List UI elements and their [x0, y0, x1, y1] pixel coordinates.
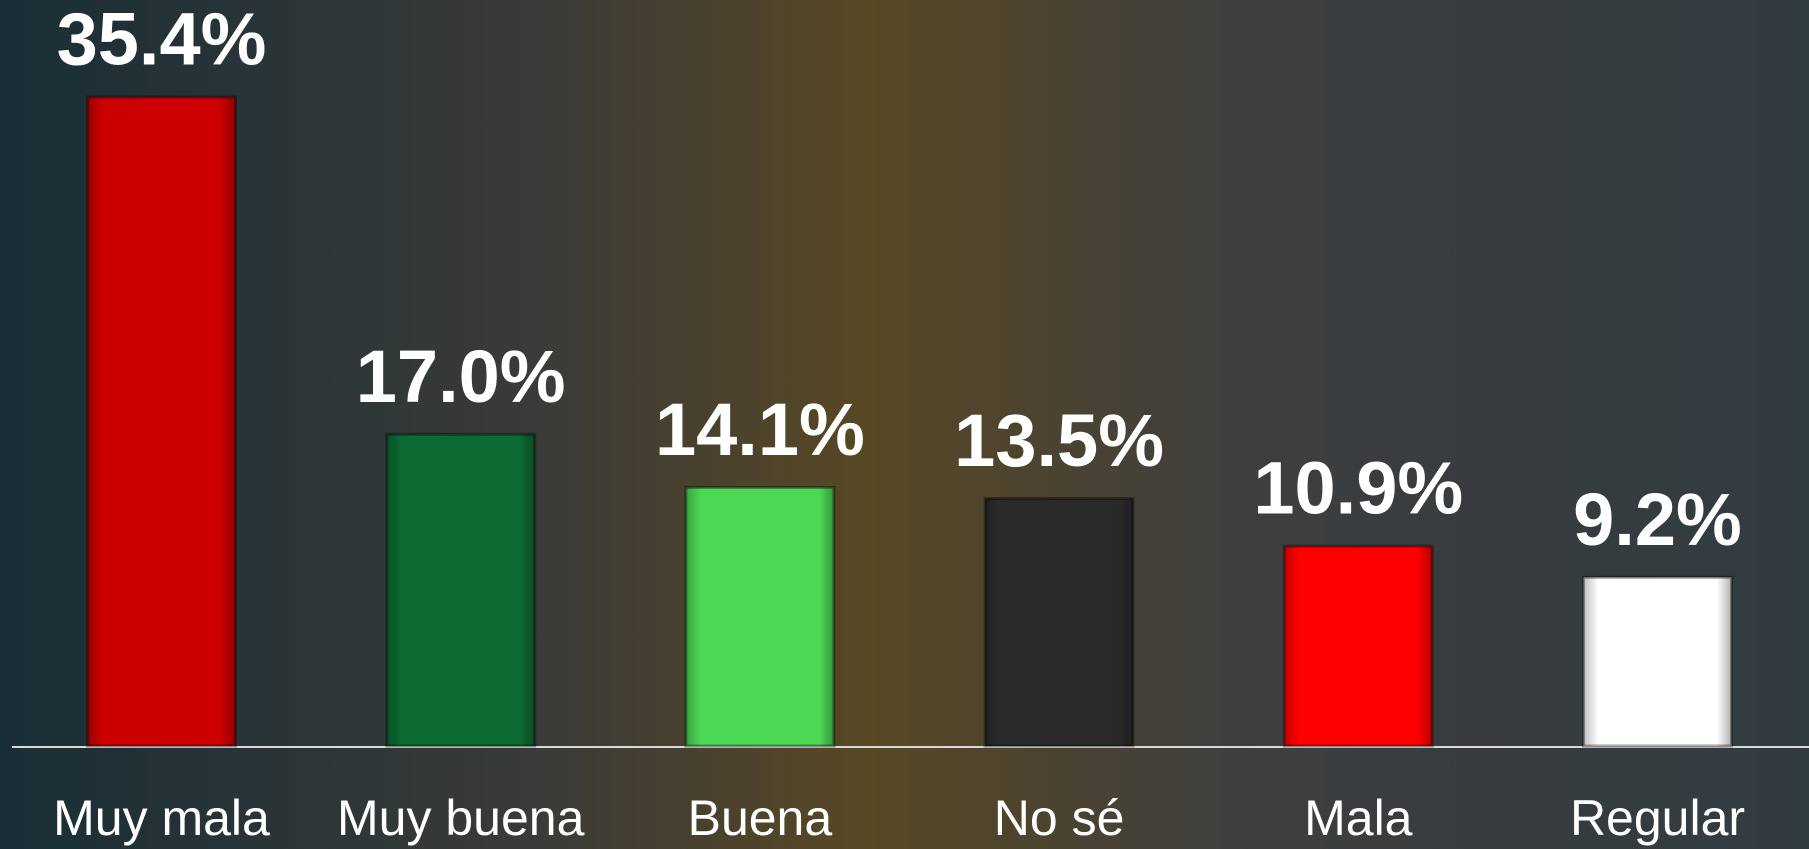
page: 35.4% Muy mala 17.0% Muy buena 14.1% Buena 13.…: [0, 0, 1809, 849]
category-label: Buena: [688, 790, 833, 846]
bar-shade: [1284, 546, 1432, 746]
bar-shade: [985, 499, 1133, 747]
chart: 35.4% Muy mala 17.0% Muy buena 14.1% Buena 13.…: [0, 0, 1809, 849]
category-label: Mala: [1304, 790, 1413, 846]
value-label: 13.5%: [954, 399, 1164, 482]
value-label: 9.2%: [1573, 478, 1742, 561]
bar-shade: [686, 488, 834, 747]
value-label: 35.4%: [57, 0, 267, 81]
value-label: 17.0%: [356, 335, 566, 418]
bar-shade: [1584, 577, 1732, 746]
background-overlay: [0, 0, 1809, 849]
category-label: Muy buena: [337, 790, 585, 846]
value-label: 10.9%: [1253, 447, 1463, 530]
category-label: Regular: [1570, 790, 1745, 846]
bar-shade: [387, 434, 535, 746]
bar-shade: [88, 97, 236, 746]
value-label: 14.1%: [655, 388, 865, 471]
category-label: Muy mala: [53, 790, 270, 846]
category-label: No sé: [994, 790, 1125, 846]
